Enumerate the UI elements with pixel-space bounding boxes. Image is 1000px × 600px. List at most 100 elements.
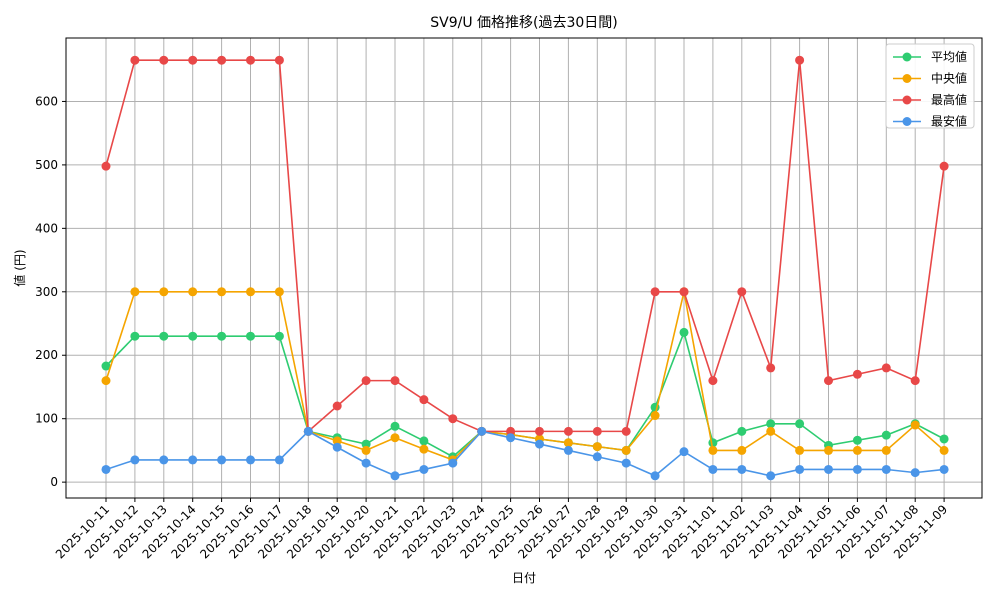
data-point (130, 55, 140, 65)
data-point (824, 445, 833, 455)
y-tick-label: 100 (35, 412, 58, 426)
data-point (101, 464, 111, 474)
data-point (130, 455, 140, 465)
data-point (419, 464, 429, 474)
data-point (448, 414, 458, 424)
series-layer (101, 55, 949, 481)
data-point (217, 455, 227, 465)
data-point (795, 419, 805, 429)
series-line (105, 290, 945, 461)
data-point (824, 464, 833, 474)
data-point (361, 458, 371, 468)
data-point (274, 331, 284, 341)
data-point (939, 445, 949, 455)
data-point (650, 411, 660, 421)
legend-label: 最高値 (931, 92, 967, 107)
data-point (795, 445, 805, 455)
data-point (881, 430, 891, 440)
data-point (419, 436, 429, 446)
data-point (506, 433, 516, 443)
data-point (361, 439, 371, 449)
data-point (737, 426, 747, 436)
data-point (621, 458, 631, 468)
data-point (101, 161, 111, 171)
data-point (795, 464, 805, 474)
data-point (332, 442, 342, 452)
data-point (419, 444, 429, 454)
data-point (188, 455, 198, 465)
data-point (332, 401, 342, 411)
data-point (650, 471, 660, 481)
data-point (159, 55, 169, 65)
data-point (361, 445, 371, 455)
series-line (105, 430, 945, 477)
data-point (390, 471, 400, 481)
data-point (939, 464, 949, 474)
data-point (159, 331, 169, 341)
data-point (217, 287, 227, 297)
data-point (708, 376, 718, 386)
series-line (105, 329, 945, 458)
data-point (246, 287, 255, 297)
data-point (910, 376, 920, 386)
plot-frame (65, 37, 983, 499)
legend-entry: 中央値 (893, 71, 967, 86)
data-point (852, 369, 862, 379)
data-point (852, 435, 862, 445)
series-line (105, 59, 945, 434)
data-point (766, 419, 776, 429)
data-point (852, 464, 862, 474)
data-point (563, 445, 573, 455)
data-point (419, 395, 429, 405)
data-point (101, 376, 111, 386)
data-point (708, 464, 718, 474)
data-point (939, 161, 949, 171)
data-point (130, 331, 140, 341)
data-point (188, 55, 198, 65)
y-axis-ticks: 0 100 200 300 400 500 600 (35, 94, 66, 489)
data-point (159, 287, 169, 297)
data-point (592, 442, 602, 452)
data-point (535, 426, 544, 436)
data-point (621, 445, 631, 455)
data-point (246, 55, 255, 65)
data-point (246, 455, 255, 465)
data-point (274, 287, 284, 297)
data-point (881, 464, 891, 474)
legend-box (885, 43, 975, 129)
data-point (563, 426, 573, 436)
legend-label: 最安値 (931, 114, 967, 129)
y-tick-label: 600 (35, 94, 58, 108)
data-point (679, 287, 689, 297)
series-1 (101, 287, 949, 465)
data-point (679, 327, 689, 337)
data-point (563, 438, 573, 448)
chart-title: SV9/U 価格推移(過去30日間) (430, 15, 618, 31)
data-point (274, 455, 284, 465)
y-tick-label: 500 (35, 158, 58, 172)
data-point (506, 426, 516, 436)
data-point (679, 447, 689, 457)
data-point (708, 445, 718, 455)
legend-swatch-marker (902, 95, 912, 105)
legend-entry: 最安値 (893, 114, 967, 129)
series-2 (101, 55, 949, 436)
data-point (910, 420, 920, 430)
data-point (650, 287, 660, 297)
data-point (274, 55, 284, 65)
x-axis-ticks: 2025-10-112025-10-122025-10-132025-10-14… (53, 498, 950, 561)
legend-label: 中央値 (931, 71, 967, 86)
y-tick-label: 300 (35, 285, 58, 299)
legend-swatch-marker (902, 52, 912, 62)
data-point (592, 452, 602, 462)
x-axis-label: 日付 (512, 571, 536, 585)
data-point (766, 471, 776, 481)
data-point (188, 287, 198, 297)
data-point (390, 376, 400, 386)
data-point (101, 361, 111, 371)
data-point (217, 55, 227, 65)
data-point (766, 426, 776, 436)
data-point (332, 436, 342, 446)
